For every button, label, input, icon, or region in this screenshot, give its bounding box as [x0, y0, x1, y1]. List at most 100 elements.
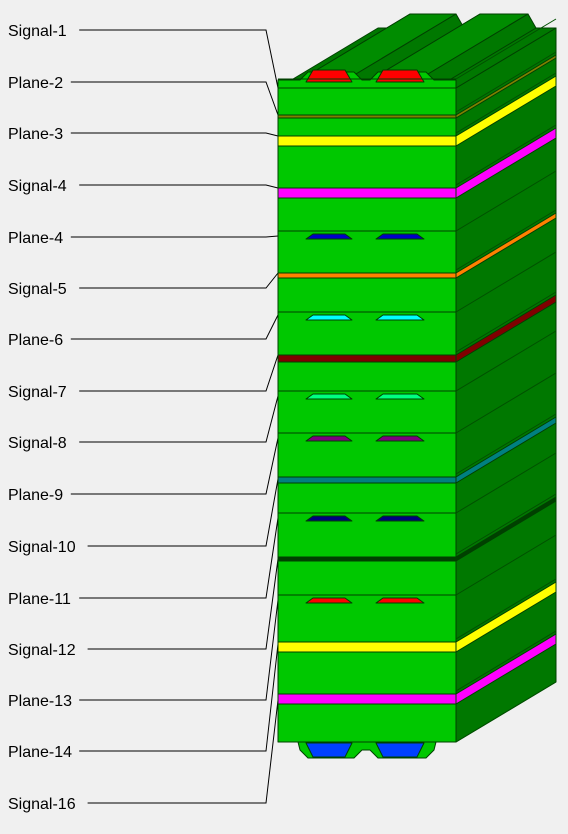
copper-layer-12: [278, 452, 557, 522]
layer-edge: [455, 452, 557, 514]
plane-front: [277, 641, 457, 653]
leader-line-5: [70, 235, 279, 238]
leader-line-1: [79, 29, 279, 89]
layer-label-4: Signal-4: [8, 178, 67, 195]
layer-edge: [455, 534, 557, 596]
copper-layer-14: [278, 534, 557, 604]
trace-2: [375, 597, 425, 604]
plane-side: [455, 127, 557, 199]
leader-line-4: [79, 184, 279, 189]
layer-label-1: Signal-1: [8, 23, 67, 40]
layer-label-6: Signal-5: [8, 281, 67, 298]
trace-2: [375, 314, 425, 321]
trace-1: [305, 314, 353, 321]
leader-line-13: [87, 558, 279, 650]
leader-line-2: [70, 81, 279, 116]
plane-front: [277, 187, 457, 199]
copper-layer-15: [277, 578, 557, 653]
copper-layer-17: [278, 681, 557, 758]
layer-label-16: Signal-16: [8, 796, 76, 813]
plane-side: [455, 633, 557, 705]
trace-2: [375, 435, 425, 442]
trace-2: [375, 742, 425, 758]
plane-side: [455, 294, 557, 363]
plane-front: [277, 135, 457, 147]
layer-edge: [455, 124, 557, 186]
leader-line-8: [79, 354, 279, 392]
layer-edge: [455, 291, 557, 353]
layer-label-12: Plane-11: [8, 591, 71, 608]
trace-2: [375, 393, 425, 400]
trace-1: [305, 233, 353, 240]
copper-layer-8: [277, 291, 557, 363]
layer-edge: [455, 681, 557, 743]
copper-layer-1: [278, 18, 557, 83]
copper-layer-3: [277, 72, 557, 147]
plane-front: [277, 476, 457, 484]
layer-label-10: Plane-9: [8, 487, 63, 504]
plane-front: [277, 114, 457, 119]
copper-layer-4: [277, 124, 557, 199]
layer-edge: [455, 170, 557, 232]
leader-line-9: [79, 395, 279, 443]
copper-layer-7: [278, 251, 557, 321]
layer-label-2: Plane-2: [8, 75, 63, 92]
layer-label-9: Signal-8: [8, 435, 67, 452]
copper-layer-9: [278, 330, 557, 400]
copper-layer-16: [277, 630, 557, 705]
plane-front: [277, 693, 457, 705]
trace-2: [375, 233, 425, 240]
leader-line-7: [70, 314, 279, 340]
layer-label-13: Signal-12: [8, 642, 76, 659]
layer-edge: [455, 413, 557, 475]
trace-1: [305, 69, 353, 83]
plane-side: [455, 496, 557, 562]
plane-side: [455, 416, 557, 484]
copper-layer-13: [277, 493, 557, 562]
trace-2: [375, 69, 425, 83]
leader-line-3: [70, 132, 279, 137]
layer-label-5: Plane-4: [8, 230, 63, 247]
leader-line-15: [79, 643, 279, 752]
plane-front: [277, 556, 457, 562]
layer-edge: [455, 493, 557, 555]
layer-label-7: Plane-6: [8, 332, 63, 349]
plane-side: [455, 581, 557, 653]
layer-stack: [277, 13, 557, 759]
trace-1: [305, 393, 353, 400]
trace-1: [305, 742, 353, 758]
plane-front: [277, 354, 457, 363]
leader-line-6: [79, 272, 279, 289]
trace-1: [305, 435, 353, 442]
layer-label-3: Plane-3: [8, 126, 63, 143]
leader-line-10: [70, 437, 279, 495]
layer-edge: [455, 51, 557, 113]
layer-label-14: Plane-13: [8, 693, 72, 710]
layer-label-15: Plane-14: [8, 744, 72, 761]
layer-edge: [455, 578, 557, 640]
layer-edge: [455, 251, 557, 313]
layer-edge: [455, 372, 557, 434]
leader-line-16: [87, 699, 279, 804]
layer-edge: [455, 18, 557, 80]
layer-edge: [455, 72, 557, 134]
layer-label-8: Signal-7: [8, 384, 67, 401]
plane-side: [455, 54, 557, 119]
plane-front: [277, 272, 457, 279]
leader-line-14: [79, 599, 279, 701]
layer-edge: [455, 330, 557, 392]
copper-layer-6: [277, 209, 557, 279]
plane-side: [455, 75, 557, 147]
layer-edge: [455, 209, 557, 271]
copper-layer-5: [278, 170, 557, 240]
trace-1: [305, 515, 353, 522]
layer-edge: [455, 630, 557, 692]
copper-layer-10: [278, 372, 557, 442]
copper-layer-11: [277, 413, 557, 484]
leader-line-12: [79, 517, 279, 599]
leader-line-11: [87, 478, 279, 547]
layer-label-11: Signal-10: [8, 539, 76, 556]
trace-2: [375, 515, 425, 522]
layer-labels: Signal-1 Plane-2 Plane-3 Signal-4 Plane-4 Sig…: [8, 23, 76, 813]
